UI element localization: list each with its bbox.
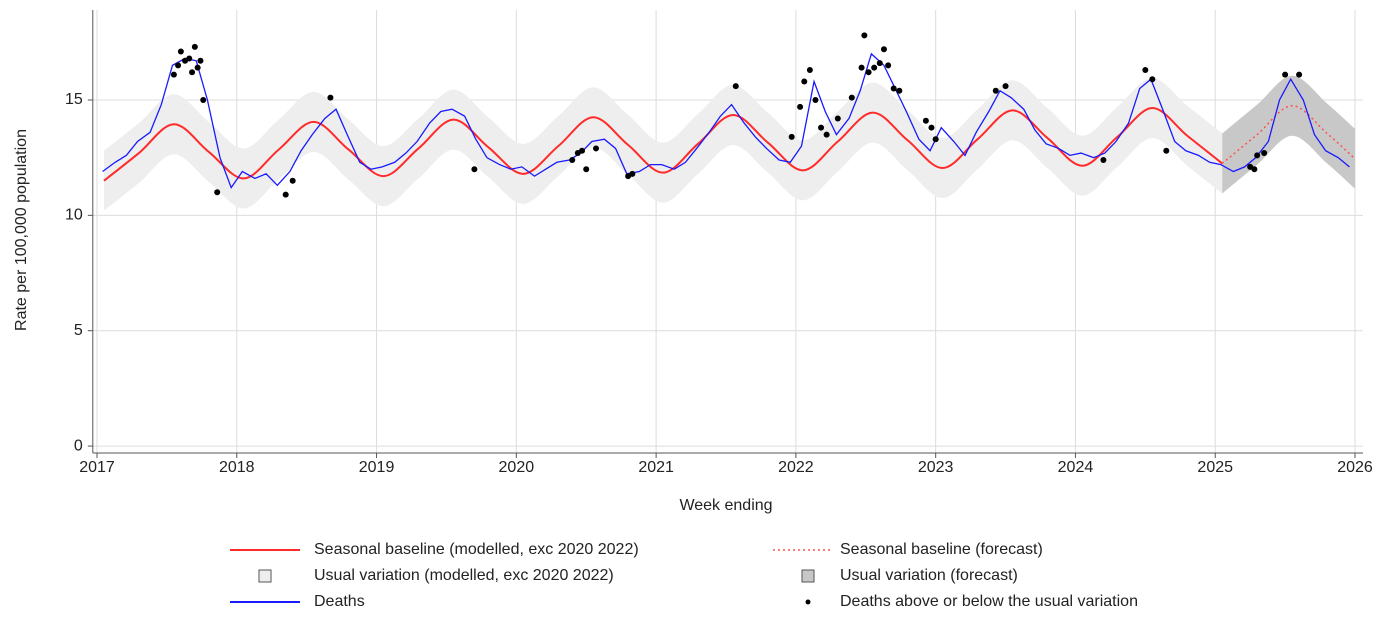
outlier-dot: [175, 62, 182, 69]
outlier-dot: [471, 166, 478, 173]
outlier-dot: [327, 94, 334, 101]
outlier-dot: [1251, 166, 1258, 173]
x-tick-label: 2025: [1197, 459, 1233, 476]
outlier-dot: [732, 83, 739, 90]
outlier-dot: [1261, 150, 1268, 157]
outlier-dot: [818, 124, 825, 131]
outlier-dot: [289, 177, 296, 184]
outlier-dot: [896, 87, 903, 94]
outlier-dot: [890, 85, 897, 92]
y-axis-title: Rate per 100,000 population: [13, 129, 30, 331]
outlier-dot: [569, 156, 576, 163]
outlier-dot: [928, 124, 935, 131]
outlier-dot: [801, 78, 808, 85]
x-tick-label: 2022: [778, 459, 814, 476]
outlier-dot: [797, 103, 804, 110]
outlier-dot: [194, 64, 201, 71]
outlier-dot: [876, 60, 883, 67]
outlier-dot: [1002, 83, 1009, 90]
legend-label: Seasonal baseline (forecast): [840, 541, 1043, 558]
outlier-dot: [788, 133, 795, 140]
outlier-dot: [922, 117, 929, 124]
outlier-dot: [1100, 156, 1107, 163]
outlier-dot: [197, 57, 204, 64]
outlier-dot: [834, 115, 841, 122]
legend-label: Seasonal baseline (modelled, exc 2020 20…: [314, 541, 639, 558]
outlier-dot: [848, 94, 855, 101]
legend-key: [258, 569, 272, 583]
outlier-dot: [629, 170, 636, 177]
outlier-dot: [823, 131, 830, 138]
x-tick-label: 2024: [1058, 459, 1094, 476]
outlier-dot: [858, 64, 865, 71]
x-tick-label: 2019: [359, 459, 395, 476]
outlier-dot: [880, 46, 887, 53]
outlier-dot: [214, 189, 221, 196]
variation-band: [1222, 75, 1355, 194]
outlier-dot: [871, 64, 878, 71]
x-tick-label: 2017: [79, 459, 115, 476]
outlier-dot: [812, 96, 819, 103]
outlier-dot: [932, 136, 939, 143]
x-tick-label: 2018: [219, 459, 255, 476]
outlier-dot: [593, 145, 600, 152]
outlier-dot: [861, 32, 868, 39]
deaths-line: [102, 52, 1350, 190]
x-tick-label: 2020: [499, 459, 535, 476]
legend-label: Deaths above or below the usual variatio…: [840, 593, 1138, 610]
y-tick-label: 10: [65, 207, 83, 224]
outlier-dot: [189, 69, 196, 76]
outlier-dot: [806, 66, 813, 73]
y-tick-label: 5: [74, 322, 83, 339]
x-axis-title: Week ending: [679, 497, 772, 514]
legend-label: Usual variation (forecast): [840, 567, 1018, 584]
outlier-dot: [1254, 152, 1261, 159]
outlier-dot: [200, 96, 207, 103]
outlier-dot: [1142, 66, 1149, 73]
x-tick-label: 2023: [918, 459, 954, 476]
outlier-dot: [177, 48, 184, 55]
outlier-dot: [579, 147, 586, 154]
outlier-dot: [1163, 147, 1170, 154]
y-tick-label: 15: [65, 91, 83, 108]
outlier-dot: [583, 166, 590, 173]
outlier-dot: [170, 71, 177, 78]
x-tick-label: 2021: [638, 459, 674, 476]
legend-key: [801, 569, 815, 583]
baseline-line: [103, 107, 1223, 182]
outlier-dot: [1296, 71, 1303, 78]
outlier-dot: [186, 55, 193, 62]
legend-label: Deaths: [314, 593, 365, 610]
outlier-dot: [885, 62, 892, 69]
legend-label: Usual variation (modelled, exc 2020 2022…: [314, 567, 614, 584]
outlier-dot: [992, 87, 999, 94]
y-tick-label: 0: [74, 437, 83, 454]
outlier-dot: [191, 43, 198, 50]
outlier-dot: [1149, 76, 1156, 83]
outlier-dot: [282, 191, 289, 198]
variation-band: [103, 78, 1223, 211]
outlier-dot: [865, 69, 872, 76]
x-tick-label: 2026: [1337, 459, 1373, 476]
outlier-dot: [1282, 71, 1289, 78]
legend-key: [805, 599, 811, 605]
forecast-line: [1221, 105, 1356, 165]
